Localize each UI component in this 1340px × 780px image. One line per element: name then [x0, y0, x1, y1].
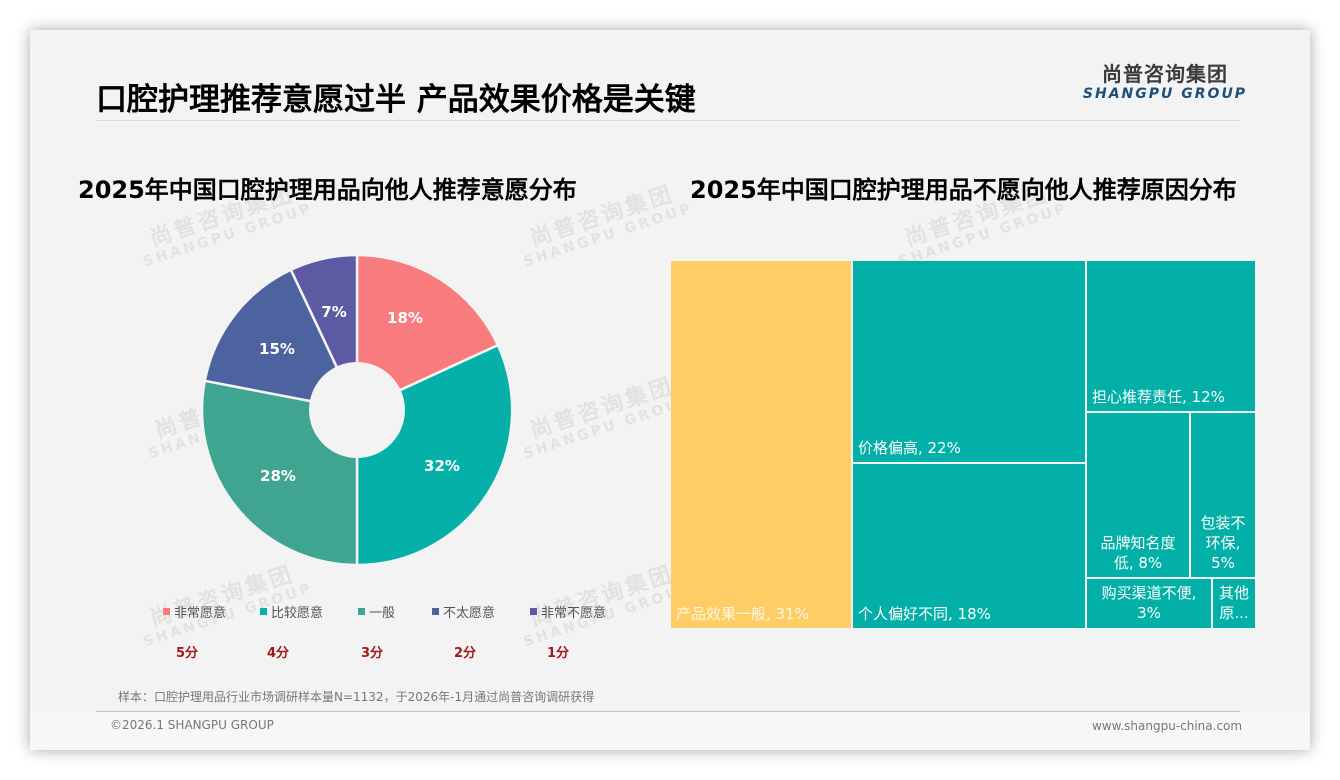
legend-swatch-icon: [530, 608, 537, 615]
sample-note: 样本：口腔护理用品行业市场调研样本量N=1132，于2026年-1月通过尚普咨询…: [118, 690, 595, 704]
donut-label-fairly-willing: 32%: [424, 457, 460, 475]
donut-label-neutral: 28%: [260, 467, 296, 485]
treemap-tile-product-effect[interactable]: 产品效果一般, 31%: [671, 261, 851, 628]
donut-label-very-unwilling: 7%: [321, 303, 346, 321]
slide: 口腔护理推荐意愿过半 产品效果价格是关键 尚普咨询集团 SHANGPU GROU…: [30, 30, 1310, 750]
donut-label-not-very-willing: 15%: [259, 340, 295, 358]
company-logo: 尚普咨询集团 SHANGPU GROUP: [1080, 62, 1250, 102]
legend-item-very-willing[interactable]: 非常愿意: [163, 602, 226, 621]
treemap-chart: 产品效果一般, 31% 价格偏高, 22% 个人偏好不同, 18% 担心推荐责任…: [671, 261, 1255, 628]
legend-swatch-icon: [260, 608, 267, 615]
score-label-5: 5分: [176, 646, 199, 661]
legend-item-fairly-willing[interactable]: 比较愿意: [260, 602, 323, 621]
tile-label: 个人偏好不同, 18%: [858, 605, 991, 623]
tile-label: 品牌知名度 低, 8%: [1100, 534, 1176, 572]
donut-chart-title: 2025年中国口腔护理用品向他人推荐意愿分布: [78, 176, 577, 204]
legend-swatch-icon: [163, 608, 170, 615]
logo-en-text: SHANGPU GROUP: [1082, 86, 1248, 102]
footer-divider: [96, 711, 1240, 712]
donut-chart: 18% 32% 28% 15% 7%: [200, 253, 514, 567]
score-label-4: 4分: [267, 646, 290, 661]
footer-band: [30, 712, 1310, 750]
logo-cn-text: 尚普咨询集团: [1102, 62, 1228, 86]
donut-label-very-willing: 18%: [387, 309, 423, 327]
legend-label: 比较愿意: [271, 606, 324, 621]
treemap-tile-low-brand-awareness[interactable]: 品牌知名度 低, 8%: [1087, 413, 1189, 577]
legend-item-very-unwilling[interactable]: 非常不愿意: [530, 602, 606, 621]
tile-label: 其他 原...: [1218, 584, 1249, 622]
score-label-3: 3分: [361, 646, 384, 661]
donut-legend: 非常愿意 比较愿意 一般 不太愿意 非常不愿意: [160, 602, 620, 622]
legend-label: 不太愿意: [443, 606, 496, 621]
donut-hole: [309, 362, 405, 458]
tile-label: 购买渠道不便, 3%: [1101, 584, 1197, 622]
tile-label: 产品效果一般, 31%: [676, 605, 809, 623]
treemap-tile-recommendation-liability[interactable]: 担心推荐责任, 12%: [1087, 261, 1255, 411]
tile-label: 包装不 环保, 5%: [1200, 514, 1246, 572]
legend-label: 一般: [369, 606, 396, 621]
legend-swatch-icon: [432, 608, 439, 615]
treemap-chart-title: 2025年中国口腔护理用品不愿向他人推荐原因分布: [690, 176, 1237, 204]
legend-label: 非常愿意: [174, 606, 227, 621]
treemap-tile-inconvenient-channel[interactable]: 购买渠道不便, 3%: [1087, 579, 1211, 628]
page-title: 口腔护理推荐意愿过半 产品效果价格是关键: [96, 82, 696, 118]
title-divider: [96, 120, 1240, 121]
footer-copyright: ©2026.1 SHANGPU GROUP: [110, 718, 274, 732]
treemap-tile-packaging-not-eco[interactable]: 包装不 环保, 5%: [1191, 413, 1255, 577]
tile-label: 价格偏高, 22%: [858, 439, 961, 457]
treemap-tile-personal-preference[interactable]: 个人偏好不同, 18%: [853, 464, 1085, 628]
footer-website-link[interactable]: www.shangpu-china.com: [1092, 719, 1243, 733]
donut-slice-very-willing[interactable]: [355, 253, 500, 412]
legend-item-not-very-willing[interactable]: 不太愿意: [432, 602, 495, 621]
legend-swatch-icon: [358, 608, 365, 615]
legend-item-neutral[interactable]: 一般: [358, 602, 395, 621]
score-label-2: 2分: [454, 646, 477, 661]
treemap-tile-high-price[interactable]: 价格偏高, 22%: [853, 261, 1085, 462]
tile-label: 担心推荐责任, 12%: [1092, 388, 1225, 406]
score-label-1: 1分: [547, 646, 570, 661]
treemap-tile-other-reasons[interactable]: 其他 原...: [1213, 579, 1255, 628]
donut-slice-not-very-willing[interactable]: [203, 268, 360, 412]
legend-label: 非常不愿意: [541, 606, 607, 621]
